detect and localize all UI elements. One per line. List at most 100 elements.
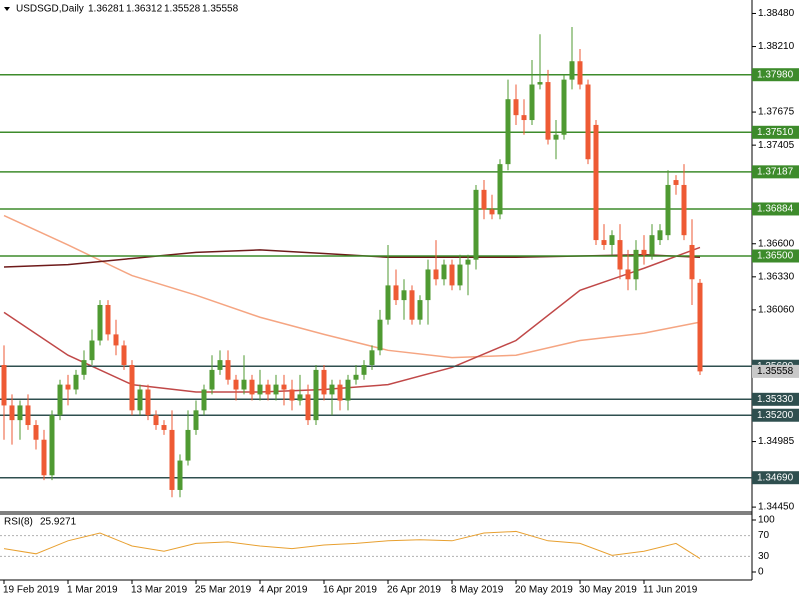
moving-average bbox=[3, 214, 701, 359]
candle-body bbox=[681, 184, 687, 236]
candle-body bbox=[289, 389, 295, 401]
candle-body bbox=[425, 269, 431, 301]
candle-body bbox=[441, 264, 447, 280]
candle-body bbox=[153, 415, 159, 426]
candle-body bbox=[337, 384, 343, 401]
x-tick-label: 30 May 2019 bbox=[579, 585, 637, 596]
candle-body bbox=[537, 82, 543, 85]
candle-body bbox=[625, 269, 631, 280]
candle-body bbox=[585, 84, 591, 160]
candle-body bbox=[73, 374, 79, 390]
candle-body bbox=[561, 79, 567, 135]
candle-body bbox=[33, 425, 39, 440]
rsi-tick-label: 100 bbox=[758, 515, 775, 526]
candle-body bbox=[513, 99, 519, 116]
candle-body bbox=[113, 334, 119, 346]
candle-body bbox=[1, 365, 7, 406]
header-open: 1.36281 bbox=[88, 4, 125, 15]
candle-body bbox=[209, 369, 215, 390]
header-low: 1.35528 bbox=[164, 4, 201, 15]
candle-body bbox=[481, 189, 487, 210]
x-tick-label: 1 Mar 2019 bbox=[67, 585, 118, 596]
candle-body bbox=[81, 360, 87, 375]
candle-body bbox=[649, 235, 655, 255]
price-level-box bbox=[752, 471, 799, 485]
candle-body bbox=[145, 389, 151, 416]
candle-body bbox=[401, 290, 407, 301]
candle-body bbox=[281, 384, 287, 390]
y-tick-label: 1.36600 bbox=[758, 238, 795, 249]
price-level-label: 1.35200 bbox=[757, 410, 794, 421]
header-high: 1.36312 bbox=[126, 4, 163, 15]
price-level-label: 1.36884 bbox=[757, 204, 794, 215]
candle-body bbox=[161, 425, 167, 430]
candle-body bbox=[41, 439, 47, 476]
candle-body bbox=[449, 264, 455, 286]
y-tick-label: 1.38480 bbox=[758, 8, 795, 19]
y-tick-label: 1.36060 bbox=[758, 305, 795, 316]
candle-body bbox=[489, 209, 495, 215]
x-tick-label: 26 Apr 2019 bbox=[387, 585, 441, 596]
candle-body bbox=[673, 180, 679, 185]
y-tick-label: 1.34985 bbox=[758, 436, 795, 447]
candle-body bbox=[417, 300, 423, 320]
candle-body bbox=[297, 394, 303, 401]
price-level-label: 1.37980 bbox=[757, 69, 794, 80]
rsi-tick-label: 0 bbox=[758, 567, 764, 578]
candle-body bbox=[545, 82, 551, 140]
x-tick-label: 16 Apr 2019 bbox=[323, 585, 377, 596]
candle-body bbox=[249, 379, 255, 395]
candle-body bbox=[593, 124, 599, 241]
candle-body bbox=[577, 61, 583, 85]
candle-body bbox=[137, 389, 143, 411]
candle-body bbox=[265, 384, 271, 395]
candle-body bbox=[617, 240, 623, 270]
price-level-box bbox=[752, 68, 799, 82]
x-tick-label: 4 Apr 2019 bbox=[259, 585, 308, 596]
price-level-box bbox=[752, 125, 799, 139]
candle-body bbox=[217, 360, 223, 370]
rsi-tick-label: 30 bbox=[758, 551, 770, 562]
current-price-label: 1.35558 bbox=[757, 366, 794, 377]
price-level-box bbox=[752, 392, 799, 406]
price-level-box bbox=[752, 202, 799, 216]
candle-body bbox=[329, 384, 335, 395]
candle-body bbox=[393, 285, 399, 301]
moving-average bbox=[3, 246, 701, 393]
candle-body bbox=[185, 429, 191, 461]
candle-body bbox=[305, 394, 311, 421]
candle-body bbox=[457, 264, 463, 286]
candle-body bbox=[385, 285, 391, 320]
y-tick-label: 1.37405 bbox=[758, 140, 795, 151]
x-tick-label: 8 May 2019 bbox=[451, 585, 504, 596]
candle-body bbox=[465, 259, 471, 265]
y-tick-label: 1.38210 bbox=[758, 41, 795, 52]
candle-body bbox=[129, 365, 135, 411]
rsi-line bbox=[3, 530, 701, 559]
y-tick-label: 1.36330 bbox=[758, 271, 795, 282]
candle-body bbox=[65, 384, 71, 390]
price-level-label: 1.37510 bbox=[757, 127, 794, 138]
rsi-tick-label: 70 bbox=[758, 530, 770, 541]
price-level-label: 1.37187 bbox=[757, 166, 794, 177]
candle-body bbox=[377, 319, 383, 351]
candle-body bbox=[257, 384, 263, 395]
menu-arrow[interactable] bbox=[4, 7, 10, 11]
price-level-label: 1.36500 bbox=[757, 251, 794, 262]
candle-body bbox=[433, 269, 439, 280]
rsi-value: 25.9271 bbox=[40, 517, 77, 528]
candle-body bbox=[225, 360, 231, 380]
candle-body bbox=[241, 379, 247, 390]
price-level-label: 1.35330 bbox=[757, 394, 794, 405]
candle-body bbox=[57, 384, 63, 416]
candle-body bbox=[409, 290, 415, 320]
x-tick-label: 19 Feb 2019 bbox=[3, 585, 60, 596]
candle-body bbox=[665, 184, 671, 236]
candle-body bbox=[89, 340, 95, 361]
candle-body bbox=[97, 304, 103, 341]
price-level-box bbox=[752, 165, 799, 179]
candle-body bbox=[177, 460, 183, 490]
candle-body bbox=[569, 61, 575, 80]
